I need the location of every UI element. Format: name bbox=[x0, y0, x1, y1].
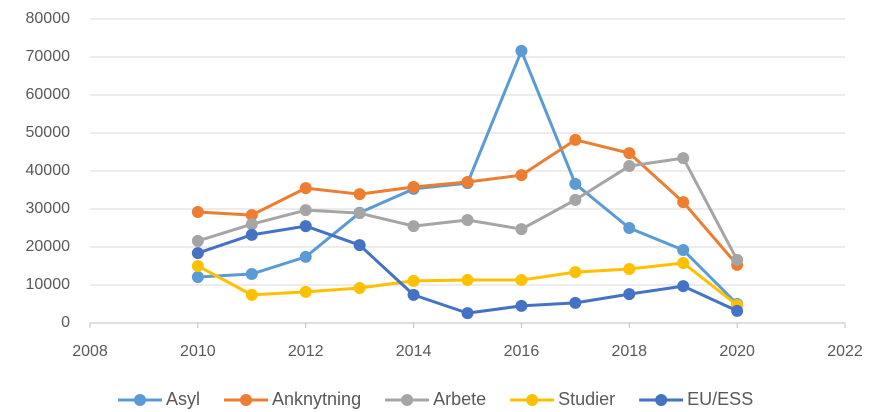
data-point bbox=[299, 250, 312, 263]
data-point bbox=[461, 214, 474, 227]
y-tick-label: 70000 bbox=[26, 48, 71, 65]
data-point bbox=[515, 299, 528, 312]
data-point bbox=[407, 288, 420, 301]
legend-label: Arbete bbox=[433, 389, 486, 409]
y-tick-label: 80000 bbox=[26, 10, 71, 27]
legend-label: Studier bbox=[558, 389, 615, 409]
data-point bbox=[299, 182, 312, 195]
data-point bbox=[245, 228, 258, 241]
data-point bbox=[407, 274, 420, 287]
y-tick-label: 60000 bbox=[26, 86, 71, 103]
legend-marker bbox=[401, 394, 414, 406]
data-point bbox=[623, 222, 636, 234]
x-tick-label: 2020 bbox=[719, 343, 755, 360]
data-point bbox=[677, 196, 690, 209]
data-point bbox=[623, 288, 636, 301]
data-point bbox=[677, 280, 690, 293]
data-point bbox=[191, 260, 204, 272]
y-tick-label: 0 bbox=[61, 314, 70, 331]
y-tick-label: 20000 bbox=[26, 238, 71, 255]
x-tick-label: 2008 bbox=[72, 343, 108, 360]
legend-marker bbox=[655, 394, 668, 406]
data-point bbox=[569, 296, 582, 309]
data-point bbox=[677, 152, 690, 165]
data-point bbox=[515, 274, 528, 287]
data-point bbox=[515, 44, 528, 57]
data-point bbox=[353, 282, 366, 295]
data-point bbox=[569, 193, 582, 206]
data-point bbox=[191, 206, 204, 219]
x-tick-label: 2014 bbox=[396, 343, 432, 360]
legend-label: EU/ESS bbox=[687, 389, 753, 409]
data-point bbox=[623, 147, 636, 160]
legend-marker bbox=[134, 394, 146, 406]
data-point bbox=[191, 234, 204, 247]
legend-marker bbox=[526, 394, 539, 406]
data-point bbox=[299, 285, 312, 298]
data-point bbox=[569, 266, 582, 279]
data-point bbox=[461, 307, 474, 320]
data-point bbox=[353, 207, 366, 220]
data-point bbox=[245, 288, 258, 301]
data-point bbox=[299, 220, 312, 233]
data-point bbox=[245, 267, 258, 280]
x-tick-label: 2012 bbox=[288, 343, 324, 360]
data-point bbox=[731, 253, 744, 266]
legend-marker bbox=[240, 394, 253, 406]
data-point bbox=[191, 271, 204, 284]
x-tick-label: 2018 bbox=[611, 343, 647, 360]
data-point bbox=[677, 256, 690, 269]
data-point bbox=[407, 180, 420, 193]
data-point bbox=[191, 247, 204, 260]
y-tick-label: 10000 bbox=[26, 276, 71, 293]
data-point bbox=[353, 239, 366, 252]
data-point bbox=[569, 177, 582, 190]
data-point bbox=[623, 160, 636, 173]
data-point bbox=[353, 188, 366, 201]
x-tick-label: 2022 bbox=[827, 343, 863, 360]
data-point bbox=[515, 169, 528, 182]
y-tick-label: 50000 bbox=[26, 124, 71, 141]
data-point bbox=[407, 220, 420, 233]
legend-label: Anknytning bbox=[272, 389, 361, 409]
series-line bbox=[197, 138, 739, 266]
data-point bbox=[245, 209, 258, 222]
data-point bbox=[245, 218, 258, 231]
data-point bbox=[569, 133, 582, 146]
data-point bbox=[461, 176, 474, 189]
y-tick-label: 30000 bbox=[26, 200, 71, 217]
data-point bbox=[731, 304, 744, 317]
y-tick-label: 40000 bbox=[26, 162, 71, 179]
data-point bbox=[299, 204, 312, 217]
data-point bbox=[461, 274, 474, 287]
x-tick-label: 2010 bbox=[180, 343, 216, 360]
data-point bbox=[623, 263, 636, 276]
data-point bbox=[515, 223, 528, 236]
x-tick-label: 2016 bbox=[504, 343, 540, 360]
data-point bbox=[677, 244, 690, 257]
legend-label: Asyl bbox=[166, 389, 200, 409]
